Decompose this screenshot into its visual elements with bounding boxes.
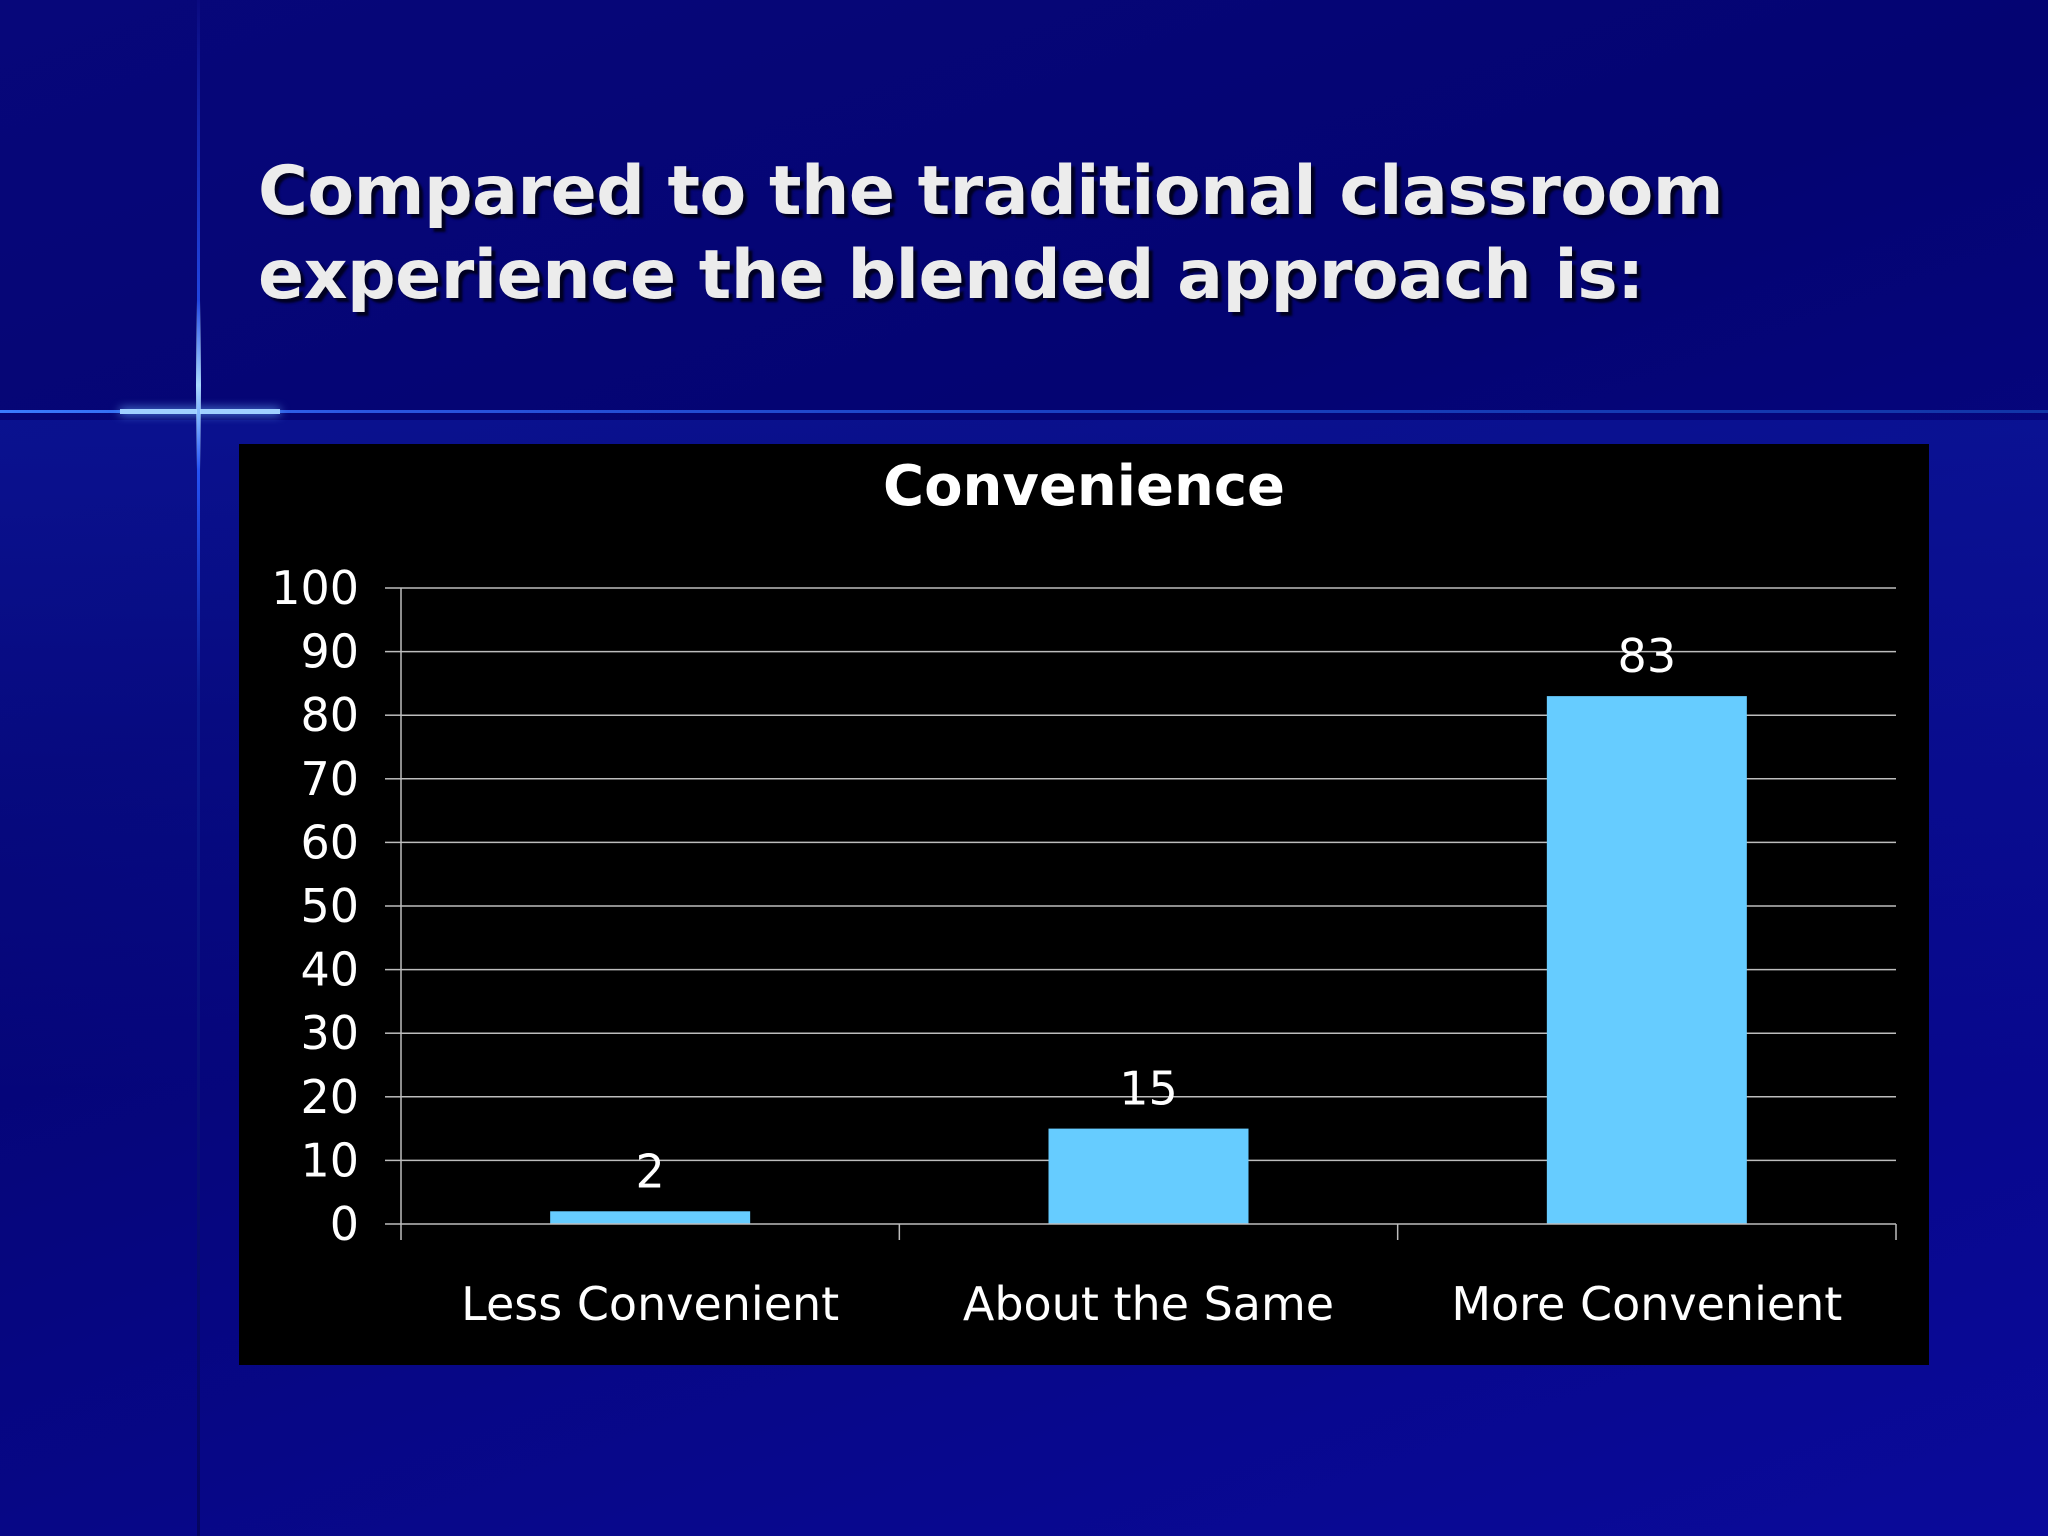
- bar: [1048, 1128, 1249, 1224]
- y-tick-label: 60: [300, 815, 359, 869]
- chart-title: Convenience: [883, 454, 1285, 519]
- bar: [550, 1211, 751, 1224]
- labels: 0 10 20 30 40 50 60 70 80 90 100 2 Less Convenient 15…: [271, 561, 1842, 1331]
- y-tick-label: 90: [300, 625, 359, 679]
- data-label: 83: [1618, 629, 1677, 683]
- decorative-horizontal-line: [0, 410, 2048, 413]
- y-tick-label: 0: [330, 1197, 359, 1251]
- slide-title: Compared to the traditional classroom ex…: [258, 152, 1724, 315]
- decorative-vertical-line: [197, 0, 200, 1536]
- bar: [1546, 696, 1747, 1224]
- data-label: 2: [636, 1144, 665, 1198]
- y-tick-label: 10: [300, 1133, 359, 1187]
- chart-panel: Convenience 0 10 20 30 40 50 60 70 80 90 100 2 Less …: [239, 444, 1929, 1365]
- decorative-vertical-glow: [196, 300, 201, 470]
- category-label: About the Same: [963, 1277, 1334, 1331]
- data-label: 15: [1119, 1062, 1178, 1116]
- axes: [385, 587, 1897, 1240]
- y-tick-label: 40: [300, 943, 359, 997]
- y-tick-label: 50: [300, 879, 359, 933]
- category-label: Less Convenient: [461, 1277, 839, 1331]
- category-label: More Convenient: [1451, 1277, 1842, 1331]
- y-tick-label: 20: [300, 1070, 359, 1124]
- bar-chart: Convenience 0 10 20 30 40 50 60 70 80 90 100 2 Less …: [271, 454, 1897, 1331]
- y-tick-label: 100: [271, 561, 359, 615]
- y-tick-label: 80: [300, 688, 359, 742]
- bars: [550, 696, 1747, 1224]
- y-tick-label: 30: [300, 1006, 359, 1060]
- y-tick-label: 70: [300, 752, 359, 806]
